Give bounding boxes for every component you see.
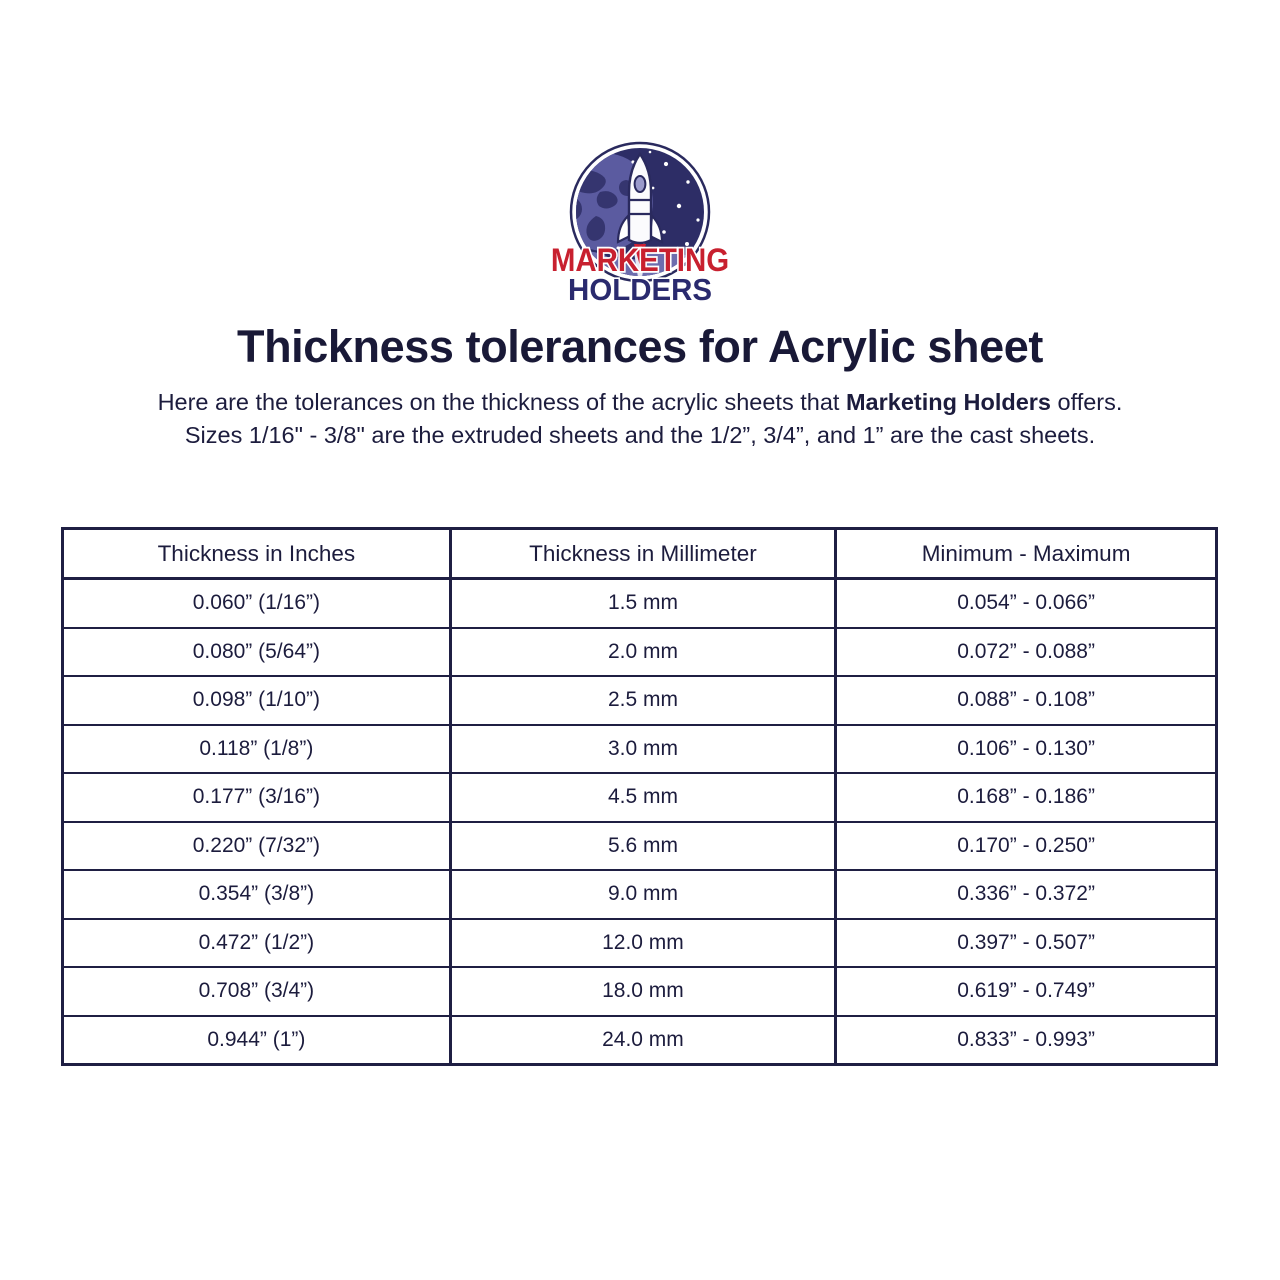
- tolerance-table-container: Thickness in Inches Thickness in Millime…: [61, 527, 1218, 1066]
- logo-container: MARKETING HOLDERS: [0, 0, 1280, 308]
- table-row: 0.080” (5/64”) 2.0 mm 0.072” - 0.088”: [62, 627, 1217, 677]
- cell-thickness-inches: 0.708” (3/4”): [62, 967, 452, 1017]
- rocket-fin-right: [648, 213, 664, 244]
- cell-minimum-maximum: 0.054” - 0.066”: [835, 578, 1217, 629]
- cell-thickness-millimeter: 2.0 mm: [450, 627, 838, 677]
- cell-minimum-maximum: 0.170” - 0.250”: [835, 821, 1217, 871]
- subtitle-line-2: Sizes 1/16" - 3/8" are the extruded shee…: [184, 421, 1096, 448]
- cell-thickness-inches: 0.080” (5/64”): [62, 627, 452, 677]
- table-header: Thickness in Inches Thickness in Millime…: [62, 528, 1217, 580]
- table-row: 0.098” (1/10”) 2.5 mm 0.088” - 0.108”: [62, 676, 1217, 726]
- cell-minimum-maximum: 0.168” - 0.186”: [835, 773, 1217, 823]
- subtitle-line-1-pre: Here are the tolerances on the thickness…: [157, 388, 846, 415]
- rocket-flame: [634, 244, 646, 266]
- subtitle-brand-name: Marketing Holders: [845, 388, 1051, 415]
- cell-thickness-millimeter: 4.5 mm: [450, 773, 838, 823]
- table-row: 0.177” (3/16”) 4.5 mm 0.168” - 0.186”: [62, 773, 1217, 823]
- cell-thickness-millimeter: 5.6 mm: [450, 821, 838, 871]
- cell-minimum-maximum: 0.106” - 0.130”: [835, 724, 1217, 774]
- subtitle-line-1: Here are the tolerances on the thickness…: [0, 386, 1280, 419]
- page-subtitle: Here are the tolerances on the thickness…: [0, 386, 1280, 453]
- marketing-holders-logo: MARKETING HOLDERS: [538, 140, 742, 308]
- cell-thickness-inches: 0.472” (1/2”): [62, 918, 452, 968]
- table-row: 0.220” (7/32”) 5.6 mm 0.170” - 0.250”: [62, 821, 1217, 871]
- logo-outer-ring: [569, 141, 711, 283]
- table-row: 0.944” (1”) 24.0 mm 0.833” - 0.993”: [62, 1015, 1217, 1065]
- page-title: Thickness tolerances for Acrylic sheet: [237, 321, 1043, 372]
- column-header-minimum-maximum: Minimum - Maximum: [835, 528, 1217, 580]
- cell-thickness-inches: 0.118” (1/8”): [62, 724, 452, 774]
- cell-minimum-maximum: 0.336” - 0.372”: [835, 870, 1217, 920]
- cell-thickness-millimeter: 1.5 mm: [450, 578, 838, 629]
- rocket-trail: [634, 252, 646, 276]
- table-header-row: Thickness in Inches Thickness in Millime…: [62, 528, 1217, 580]
- cell-thickness-inches: 0.354” (3/8”): [62, 870, 452, 920]
- logo-graphic: MARKETING HOLDERS: [549, 141, 731, 308]
- column-header-thickness-millimeter: Thickness in Millimeter: [450, 528, 838, 580]
- cell-thickness-millimeter: 2.5 mm: [450, 676, 838, 726]
- subtitle-line-1-post: offers.: [1051, 388, 1123, 415]
- logo-word-marketing: MARKETING: [551, 242, 729, 278]
- cell-thickness-millimeter: 18.0 mm: [450, 967, 838, 1017]
- cell-thickness-inches: 0.098” (1/10”): [62, 676, 452, 726]
- cell-thickness-inches: 0.220” (7/32”): [62, 821, 452, 871]
- rocket-window: [633, 175, 647, 193]
- column-header-thickness-inches: Thickness in Inches: [62, 528, 452, 580]
- cell-thickness-millimeter: 9.0 mm: [450, 870, 838, 920]
- cell-minimum-maximum: 0.619” - 0.749”: [835, 967, 1217, 1017]
- cell-minimum-maximum: 0.397” - 0.507”: [835, 918, 1217, 968]
- cell-minimum-maximum: 0.833” - 0.993”: [957, 1027, 1095, 1051]
- rocket-body: [627, 151, 653, 245]
- table-row: 0.118” (1/8”) 3.0 mm 0.106” - 0.130”: [62, 724, 1217, 774]
- cell-thickness-millimeter: 24.0 mm: [450, 1015, 838, 1065]
- table-row: 0.708” (3/4”) 18.0 mm 0.619” - 0.749”: [62, 967, 1217, 1017]
- cell-thickness-inches: 0.177” (3/16”): [62, 773, 452, 823]
- table-row: 0.472” (1/2”) 12.0 mm 0.397” - 0.507”: [62, 918, 1217, 968]
- logo-word-holders: HOLDERS: [568, 273, 712, 307]
- table-body: 0.060” (1/16”) 1.5 mm 0.054” - 0.066” 0.080…: [62, 578, 1217, 1065]
- tolerance-table: Thickness in Inches Thickness in Millime…: [61, 527, 1218, 1066]
- cell-minimum-maximum: 0.072” - 0.088”: [835, 627, 1217, 677]
- table-row: 0.354” (3/8”) 9.0 mm 0.336” - 0.372”: [62, 870, 1217, 920]
- cell-minimum-maximum: 0.088” - 0.108”: [835, 676, 1217, 726]
- cell-thickness-millimeter: 12.0 mm: [450, 918, 838, 968]
- table-row: 0.060” (1/16”) 1.5 mm 0.054” - 0.066”: [62, 578, 1217, 629]
- cell-thickness-inches: 0.944” (1”): [62, 1015, 452, 1065]
- cell-thickness-inches: 0.060” (1/16”): [62, 578, 452, 629]
- rocket-fin-left: [616, 213, 632, 244]
- cell-thickness-millimeter: 3.0 mm: [450, 724, 838, 774]
